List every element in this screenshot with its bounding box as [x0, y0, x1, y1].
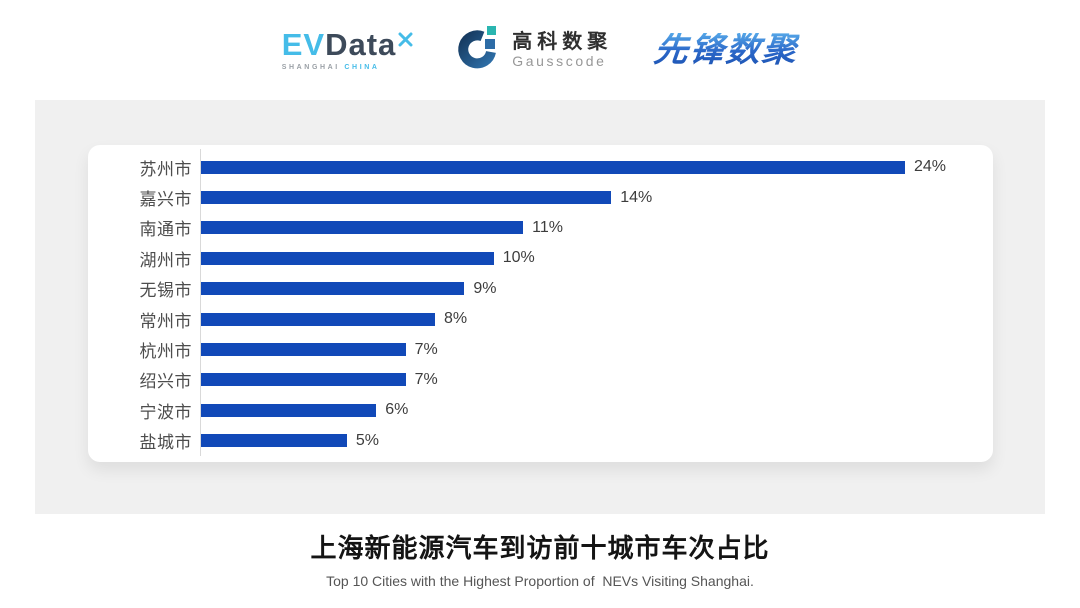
evdata-logo: EV Data SHANGHAI CHINA	[282, 29, 414, 71]
chart-subtitle: Top 10 Cities with the Highest Proportio…	[326, 573, 754, 589]
chart-panel: 苏州市 24% 嘉兴市 14% 南通市 11% 湖州市 10% 无锡市 9% 常…	[35, 100, 1045, 514]
gausscode-logo: 高科数聚 Gausscode	[455, 23, 612, 78]
bar	[200, 282, 465, 296]
chart-row: 无锡市 9%	[88, 274, 993, 304]
bar-category-label: 常州市	[139, 311, 192, 331]
chart-title: 上海新能源汽车到访前十城市车次占比	[310, 533, 770, 563]
bar-value-label: 7%	[414, 370, 438, 388]
bar-value-label: 14%	[620, 188, 653, 206]
chart-row: 盐城市 5%	[88, 426, 993, 456]
bar	[200, 251, 494, 265]
evdata-shanghai-text: SHANGHAI	[281, 64, 340, 71]
chart-row: 宁波市 6%	[88, 395, 993, 425]
bar-category-label: 湖州市	[139, 250, 192, 270]
chart-row: 湖州市 10%	[88, 243, 993, 273]
chart-row: 绍兴市 7%	[88, 365, 993, 395]
caption: 上海新能源汽车到访前十城市车次占比 Top 10 Cities with the…	[0, 528, 1080, 589]
bar	[200, 343, 406, 357]
pioneer-logo: 先锋数聚	[652, 31, 801, 69]
gausscode-en-text: Gausscode	[512, 52, 607, 69]
bar	[200, 221, 524, 235]
bar-value-label: 8%	[444, 310, 468, 328]
bar-category-label: 南通市	[139, 220, 192, 240]
bar-category-label: 杭州市	[139, 342, 192, 362]
chart-row: 常州市 8%	[88, 304, 993, 334]
bar-value-label: 7%	[414, 340, 438, 358]
bar-value-label: 11%	[532, 218, 563, 236]
bar-category-label: 宁波市	[139, 402, 192, 422]
bar-category-label: 苏州市	[139, 159, 192, 179]
chart-row: 南通市 11%	[88, 213, 993, 243]
chart-row: 苏州市 24%	[88, 152, 993, 182]
bar-category-label: 嘉兴市	[139, 190, 192, 210]
logo-header: EV Data SHANGHAI CHINA	[0, 0, 1080, 100]
pioneer-cn-text: 先锋数聚	[652, 31, 801, 69]
bar	[200, 403, 377, 417]
bar-chart: 苏州市 24% 嘉兴市 14% 南通市 11% 湖州市 10% 无锡市 9% 常…	[88, 145, 993, 462]
gausscode-g-icon	[455, 23, 503, 78]
evdata-data-text: Data	[325, 27, 397, 62]
chart-row: 嘉兴市 14%	[88, 182, 993, 212]
bar-value-label: 6%	[385, 401, 409, 419]
bar	[200, 312, 435, 326]
bar-value-label: 10%	[502, 249, 535, 267]
bar	[200, 373, 406, 387]
bar-category-label: 无锡市	[139, 281, 192, 301]
bar-value-label: 9%	[473, 279, 497, 297]
bar	[200, 160, 905, 174]
bar-category-label: 绍兴市	[139, 372, 192, 392]
chart-card: 苏州市 24% 嘉兴市 14% 南通市 11% 湖州市 10% 无锡市 9% 常…	[88, 145, 993, 462]
bar	[200, 191, 612, 205]
y-axis-line	[200, 149, 201, 456]
gausscode-wordmark: 高科数聚 Gausscode	[512, 31, 612, 69]
evdata-china-text: CHINA	[344, 64, 380, 71]
evdata-pinwheel-icon	[398, 21, 413, 52]
bar-value-label: 5%	[355, 431, 379, 449]
evdata-ev-text: EV	[281, 27, 326, 62]
bar-category-label: 盐城市	[139, 433, 192, 453]
evdata-tagline: SHANGHAI CHINA	[282, 64, 380, 71]
chart-row: 杭州市 7%	[88, 334, 993, 364]
bar	[200, 434, 347, 448]
gausscode-cn-text: 高科数聚	[512, 30, 613, 53]
chart-rows: 苏州市 24% 嘉兴市 14% 南通市 11% 湖州市 10% 无锡市 9% 常…	[88, 152, 993, 456]
evdata-wordmark: EV Data	[282, 29, 414, 60]
bar-value-label: 24%	[914, 158, 947, 176]
